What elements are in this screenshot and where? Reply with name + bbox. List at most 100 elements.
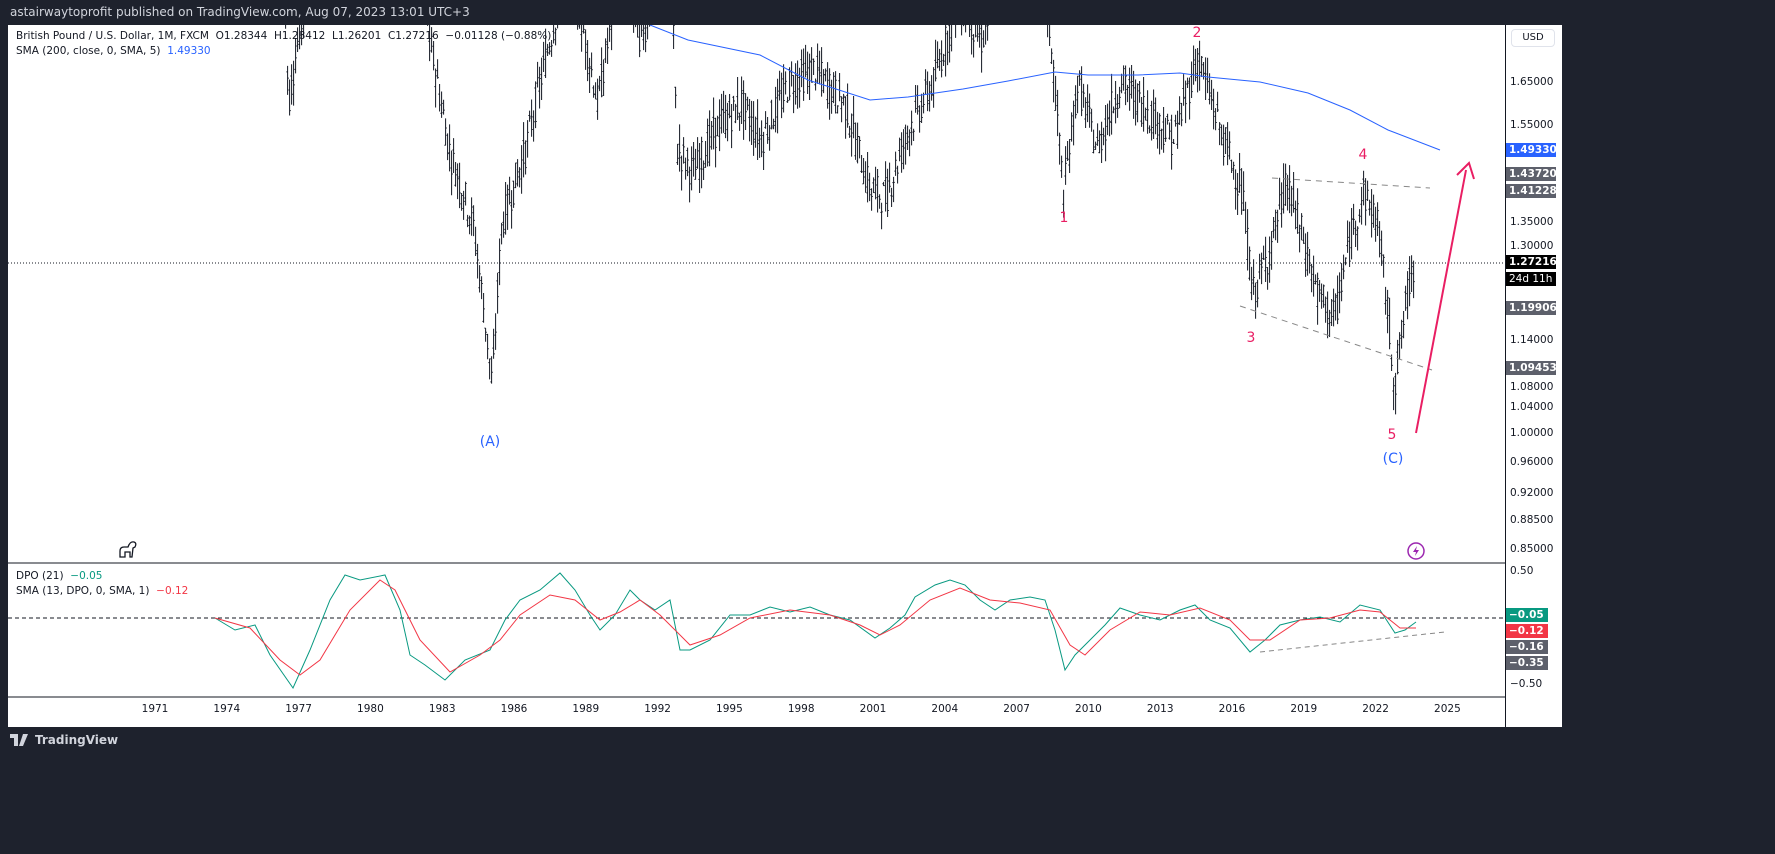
price-bar [680, 155, 683, 191]
sma-label: SMA (200, close, 0, SMA, 5) [16, 45, 161, 57]
chart-canvas[interactable] [8, 25, 1505, 727]
price-axis[interactable]: 1.65000 1.55000 1.35000 1.30000 1.14000 … [1505, 25, 1562, 727]
price-bar [975, 25, 977, 38]
sma-legend[interactable]: SMA (200, close, 0, SMA, 5) 1.49330 [16, 45, 211, 57]
wave-label-5[interactable]: 5 [1387, 427, 1397, 443]
time-tick: 2019 [1290, 703, 1318, 715]
price-bar [1288, 165, 1291, 214]
price-bar [602, 59, 605, 97]
price-bar [814, 78, 817, 91]
tradingview-logo-icon [10, 734, 28, 746]
price-bar [578, 25, 581, 29]
price-bar [1370, 189, 1373, 238]
price-bar [1238, 152, 1241, 193]
price-bar [942, 53, 945, 66]
price-bar [1214, 108, 1217, 131]
price-bar [946, 30, 949, 66]
price-bar [1050, 48, 1053, 65]
price-tick: 1.65000 [1510, 76, 1554, 88]
price-bar [538, 66, 541, 109]
price-bar [1310, 263, 1313, 293]
price-bar [1342, 254, 1345, 280]
price-bar [934, 39, 937, 82]
price-bar [1304, 233, 1307, 277]
price-bar [1186, 77, 1189, 88]
symbol-legend[interactable]: British Pound / U.S. Dollar, 1M, FXCM O1… [16, 30, 551, 42]
price-bar [548, 42, 551, 55]
wave-label-a[interactable]: (A) [479, 434, 501, 450]
wave-label-2[interactable]: 2 [1192, 25, 1202, 41]
price-bar [1150, 100, 1153, 141]
tradingview-logo[interactable]: TradingView [10, 733, 118, 747]
price-bar [1338, 272, 1341, 314]
price-bar [1086, 84, 1089, 123]
price-bar [1206, 57, 1209, 94]
dpo-sma-value: −0.12 [156, 585, 189, 597]
price-bar [1366, 180, 1369, 202]
price-bar [1298, 224, 1301, 253]
price-bar [1212, 88, 1215, 130]
price-bar [916, 85, 919, 115]
price-bar [1122, 65, 1125, 91]
wave-label-1[interactable]: 1 [1059, 210, 1069, 226]
price-bar [1398, 332, 1401, 360]
price-bar [762, 131, 765, 171]
trendline-lower[interactable] [1239, 305, 1433, 371]
price-bar [1326, 291, 1329, 339]
price-bar [540, 57, 543, 101]
currency-button[interactable]: USD [1511, 29, 1555, 47]
price-bar [609, 25, 611, 42]
price-bar [1306, 231, 1309, 276]
price-bar [1116, 94, 1119, 118]
price-bar [926, 71, 929, 112]
price-bar [1060, 155, 1063, 178]
dpo-legend[interactable]: DPO (21) −0.05 [16, 570, 102, 582]
price-bar [936, 41, 939, 69]
price-tick: 0.88500 [1510, 514, 1554, 526]
dpo-trendline[interactable] [1259, 631, 1446, 653]
time-tick: 1977 [285, 703, 312, 715]
price-tag: 1.19906 [1506, 301, 1557, 315]
price-bar [1364, 178, 1367, 226]
projection-arrow[interactable] [1415, 169, 1467, 434]
wave-label-c[interactable]: (C) [1382, 451, 1404, 467]
price-bar [1128, 67, 1131, 111]
price-bar [736, 76, 739, 121]
price-bar [504, 182, 507, 235]
price-bar [748, 99, 751, 142]
ohlc-change: −0.01128 (−0.88%) [445, 30, 552, 42]
price-bar [476, 243, 479, 279]
trendline-upper[interactable] [1271, 177, 1431, 189]
price-tick: 1.35000 [1510, 216, 1554, 228]
price-bar [1296, 188, 1299, 234]
price-bar [582, 25, 585, 34]
price-bar [928, 81, 931, 112]
price-bar [456, 163, 459, 200]
price-bar [518, 167, 521, 188]
price-bar [1346, 220, 1349, 253]
price-bar [644, 25, 647, 53]
dpo-sma-legend[interactable]: SMA (13, DPO, 0, SMA, 1) −0.12 [16, 585, 188, 597]
price-bar [1174, 114, 1177, 127]
price-bar [924, 69, 927, 95]
lightning-icon[interactable] [1407, 542, 1425, 560]
price-bar [1148, 125, 1151, 134]
price-bar [1146, 90, 1149, 134]
price-bar [1074, 85, 1077, 119]
sma-value: 1.49330 [167, 45, 211, 57]
wave-label-3[interactable]: 3 [1246, 330, 1256, 346]
price-bar [1084, 97, 1087, 128]
ohlc-open: O1.28344 [215, 30, 268, 42]
time-tick: 1989 [572, 703, 600, 715]
price-bar [1376, 202, 1379, 237]
price-bar [472, 205, 475, 237]
indicator-tag: −0.35 [1506, 656, 1548, 670]
chart-area[interactable]: British Pound / U.S. Dollar, 1M, FXCM O1… [8, 25, 1562, 727]
wave-label-4[interactable]: 4 [1358, 147, 1368, 163]
price-bar [1092, 129, 1095, 154]
price-bar [772, 118, 775, 130]
price-bar [1316, 272, 1319, 325]
price-bar [872, 177, 875, 194]
ohlc-close: C1.27216 [387, 30, 439, 42]
price-bar [1090, 108, 1093, 132]
